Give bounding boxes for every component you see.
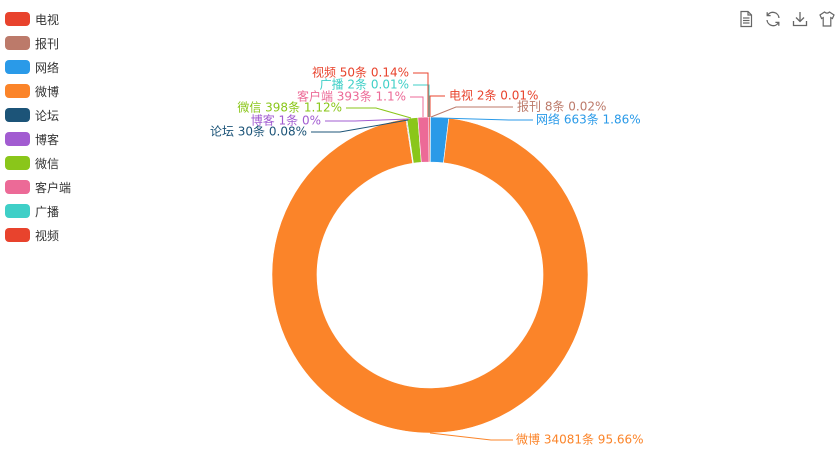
legend-label: 视频 bbox=[35, 228, 60, 243]
legend-swatch bbox=[5, 228, 30, 242]
data-label: 网络 663条 1.86% bbox=[536, 112, 641, 127]
legend-item[interactable]: 广播 bbox=[5, 199, 71, 223]
legend-label: 广播 bbox=[35, 204, 60, 219]
legend-swatch bbox=[5, 36, 30, 50]
legend-label: 博客 bbox=[35, 132, 60, 147]
legend-item[interactable]: 微博 bbox=[5, 79, 71, 103]
legend-swatch bbox=[5, 180, 30, 194]
legend-swatch bbox=[5, 108, 30, 122]
legend-item[interactable]: 客户端 bbox=[5, 175, 71, 199]
legend-swatch bbox=[5, 156, 30, 170]
leader-line bbox=[429, 432, 513, 441]
data-label: 微博 34081条 95.66% bbox=[516, 432, 644, 447]
legend-label: 报刊 bbox=[35, 36, 60, 51]
donut-slice[interactable] bbox=[271, 117, 589, 434]
legend-item[interactable]: 电视 bbox=[5, 7, 71, 31]
legend-swatch bbox=[5, 12, 30, 26]
legend-swatch bbox=[5, 60, 30, 74]
data-label: 电视 2条 0.01% bbox=[449, 88, 538, 103]
legend: 电视报刊网络微博论坛博客微信客户端广播视频 bbox=[5, 7, 71, 247]
donut-slice[interactable] bbox=[428, 116, 431, 163]
legend-label: 客户端 bbox=[35, 180, 72, 195]
leader-line bbox=[410, 96, 424, 117]
leader-line bbox=[311, 119, 409, 133]
data-label: 广播 2条 0.01% bbox=[320, 78, 409, 92]
data-label: 客户端 393条 1.1% bbox=[297, 89, 406, 104]
download-icon[interactable] bbox=[791, 10, 809, 28]
leader-line bbox=[438, 117, 533, 121]
legend-label: 网络 bbox=[35, 60, 60, 75]
legend-item[interactable]: 报刊 bbox=[5, 31, 71, 55]
legend-swatch bbox=[5, 204, 30, 218]
refresh-icon[interactable] bbox=[764, 10, 782, 28]
leader-line bbox=[430, 106, 513, 118]
legend-swatch bbox=[5, 132, 30, 146]
data-label: 博客 1条 0% bbox=[251, 113, 321, 128]
legend-label: 微博 bbox=[35, 84, 60, 99]
legend-item[interactable]: 博客 bbox=[5, 127, 71, 151]
data-label: 报刊 8条 0.02% bbox=[517, 99, 606, 114]
toolbox bbox=[728, 10, 836, 28]
legend-label: 微信 bbox=[35, 156, 60, 171]
leader-line bbox=[325, 118, 410, 122]
legend-swatch bbox=[5, 84, 30, 98]
shirt-icon[interactable] bbox=[818, 10, 836, 28]
legend-item[interactable]: 微信 bbox=[5, 151, 71, 175]
leader-line bbox=[413, 84, 430, 117]
data-view-icon[interactable] bbox=[737, 10, 755, 28]
leader-line bbox=[413, 72, 429, 117]
leader-line bbox=[429, 95, 445, 117]
leader-line bbox=[346, 107, 412, 119]
legend-item[interactable]: 论坛 bbox=[5, 103, 71, 127]
legend-label: 电视 bbox=[35, 12, 60, 27]
data-label: 微信 398条 1.12% bbox=[237, 101, 342, 115]
legend-item[interactable]: 网络 bbox=[5, 55, 71, 79]
data-label: 视频 50条 0.14% bbox=[312, 65, 409, 80]
legend-item[interactable]: 视频 bbox=[5, 223, 71, 247]
legend-label: 论坛 bbox=[35, 108, 60, 123]
data-label: 论坛 30条 0.08% bbox=[210, 125, 307, 139]
